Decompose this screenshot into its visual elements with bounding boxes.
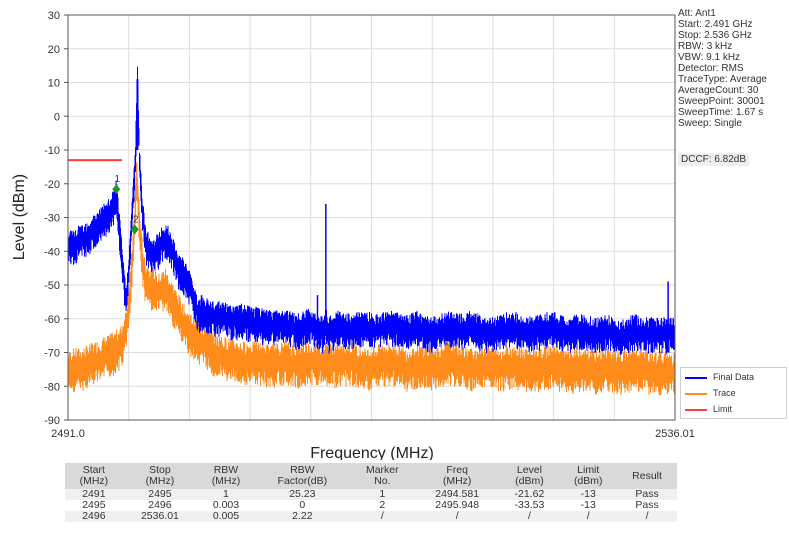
setting-line: SweepTime: 1.67 s [678,107,764,118]
marker-label: 1 [115,174,121,185]
table-header-cell: Start (MHz) [65,463,123,489]
y-tick-label: -20 [44,179,60,191]
dccf-readout: DCCF: 6.82dB [678,153,750,166]
y-axis-label: Level (dBm) [11,174,28,260]
table-cell: 2.22 [254,511,350,522]
table-cell: / [414,511,500,522]
table-cell: 2496 [122,500,198,511]
table-cell: 0.003 [197,500,255,511]
table-cell: 2494.581 [414,489,500,500]
table-cell: 25.23 [254,489,350,500]
setting-line: Att: Ant1 [678,8,716,19]
legend-item-final-data: Final Data [685,371,754,383]
table-cell: -13 [559,500,618,511]
table-header-cell: Freq (MHz) [414,463,500,489]
table-cell: 2495 [65,500,123,511]
table-cell: / [349,511,415,522]
legend-swatch [685,392,707,395]
setting-line: Detector: RMS [678,63,744,74]
table-cell: -21.62 [499,489,560,500]
y-tick-label: -10 [44,145,60,157]
table-cell: 2 [349,500,415,511]
setting-line: Stop: 2.536 GHz [678,30,752,41]
y-tick-label: -90 [44,415,60,427]
table-cell: 1 [197,489,255,500]
table-body: 2491 2495 1 25.23 1 2494.581 -21.62 -13 Pass 2495… [65,489,677,522]
legend-item-limit: Limit [685,403,732,415]
results-table: Start (MHz) Stop (MHz) RBW (MHz) RBW Factor(dB)… [65,463,677,522]
table-header-cell: Result [617,463,677,489]
table-cell: -13 [559,489,618,500]
setting-line: AverageCount: 30 [678,85,759,96]
table-cell: / [559,511,618,522]
table-header-row: Start (MHz) Stop (MHz) RBW (MHz) RBW Factor(dB)… [65,463,677,489]
y-tick-label: -60 [44,314,60,326]
y-tick-label: -50 [44,280,60,292]
table-header-cell: Stop (MHz) [122,463,198,489]
legend-item-trace: Trace [685,387,736,399]
legend-label: Trace [713,388,736,398]
y-tick-label: -40 [44,246,60,258]
marker-label: 2 [133,214,139,225]
setting-line: TraceType: Average [678,74,767,85]
table-cell: / [617,511,677,522]
table-header-cell: RBW (MHz) [197,463,255,489]
table-cell: / [499,511,560,522]
table-cell: 2495 [122,489,198,500]
marker-point [112,184,121,195]
table-row: 2496 2536.01 0.005 2.22// / / / [65,511,677,522]
legend: Final Data Trace Limit [680,367,787,419]
setting-line: SweepPoint: 30001 [678,96,765,107]
table-cell: 2491 [65,489,123,500]
x-tick-label: 2536.01 [655,428,695,440]
table-header-cell: Limit (dBm) [559,463,618,489]
legend-swatch [685,408,707,411]
table-cell: Pass [617,489,677,500]
y-tick-label: 20 [48,44,60,56]
setting-line: Sweep: Single [678,118,742,129]
table-header-cell: Marker No. [349,463,415,489]
y-tick-label: 10 [48,78,60,90]
legend-swatch [685,376,707,379]
settings-panel: Att: Ant1 Start: 2.491 GHz Stop: 2.536 GHz… [678,8,784,129]
legend-label: Final Data [713,372,755,382]
y-axis-ticks: 30 20 10 0 -10 -20 -30 -40 -50 -60 -70 -80 -90 [44,10,68,427]
legend-label: Limit [713,404,733,414]
y-tick-label: 30 [48,10,60,22]
table-cell: 1 [349,489,415,500]
y-tick-label: -70 [44,348,60,360]
table-cell: -33.53 [499,500,560,511]
y-tick-label: -30 [44,213,60,225]
y-tick-label: -80 [44,381,60,393]
x-tick-label: 2491.0 [51,428,85,440]
markers: 12 [112,174,139,235]
table-header-cell: Level (dBm) [499,463,560,489]
table-cell: 2495.948 [414,500,500,511]
table-cell: 2536.01 [122,511,198,522]
table-row: 2491 2495 1 25.23 1 2494.581 -21.62 -13 Pass [65,489,677,500]
setting-line: VBW: 9.1 kHz [678,52,741,63]
marker-point [130,224,139,235]
table-header-cell: RBW Factor(dB) [254,463,350,489]
y-tick-label: 0 [54,111,60,123]
table-cell: 0.005 [197,511,255,522]
table-row: 2495 2496 0.003 0 2 2495.948 -33.53 -13 Pass [65,500,677,511]
table-cell: 0 [254,500,350,511]
setting-line: Start: 2.491 GHz [678,19,753,30]
table-cell: 2496 [65,511,123,522]
x-axis-label: Frequency (MHz) [310,445,434,460]
table-cell: Pass [617,500,677,511]
setting-line: RBW: 3 kHz [678,41,733,52]
x-axis-ticks: 2491.0 2536.01 [51,428,695,440]
